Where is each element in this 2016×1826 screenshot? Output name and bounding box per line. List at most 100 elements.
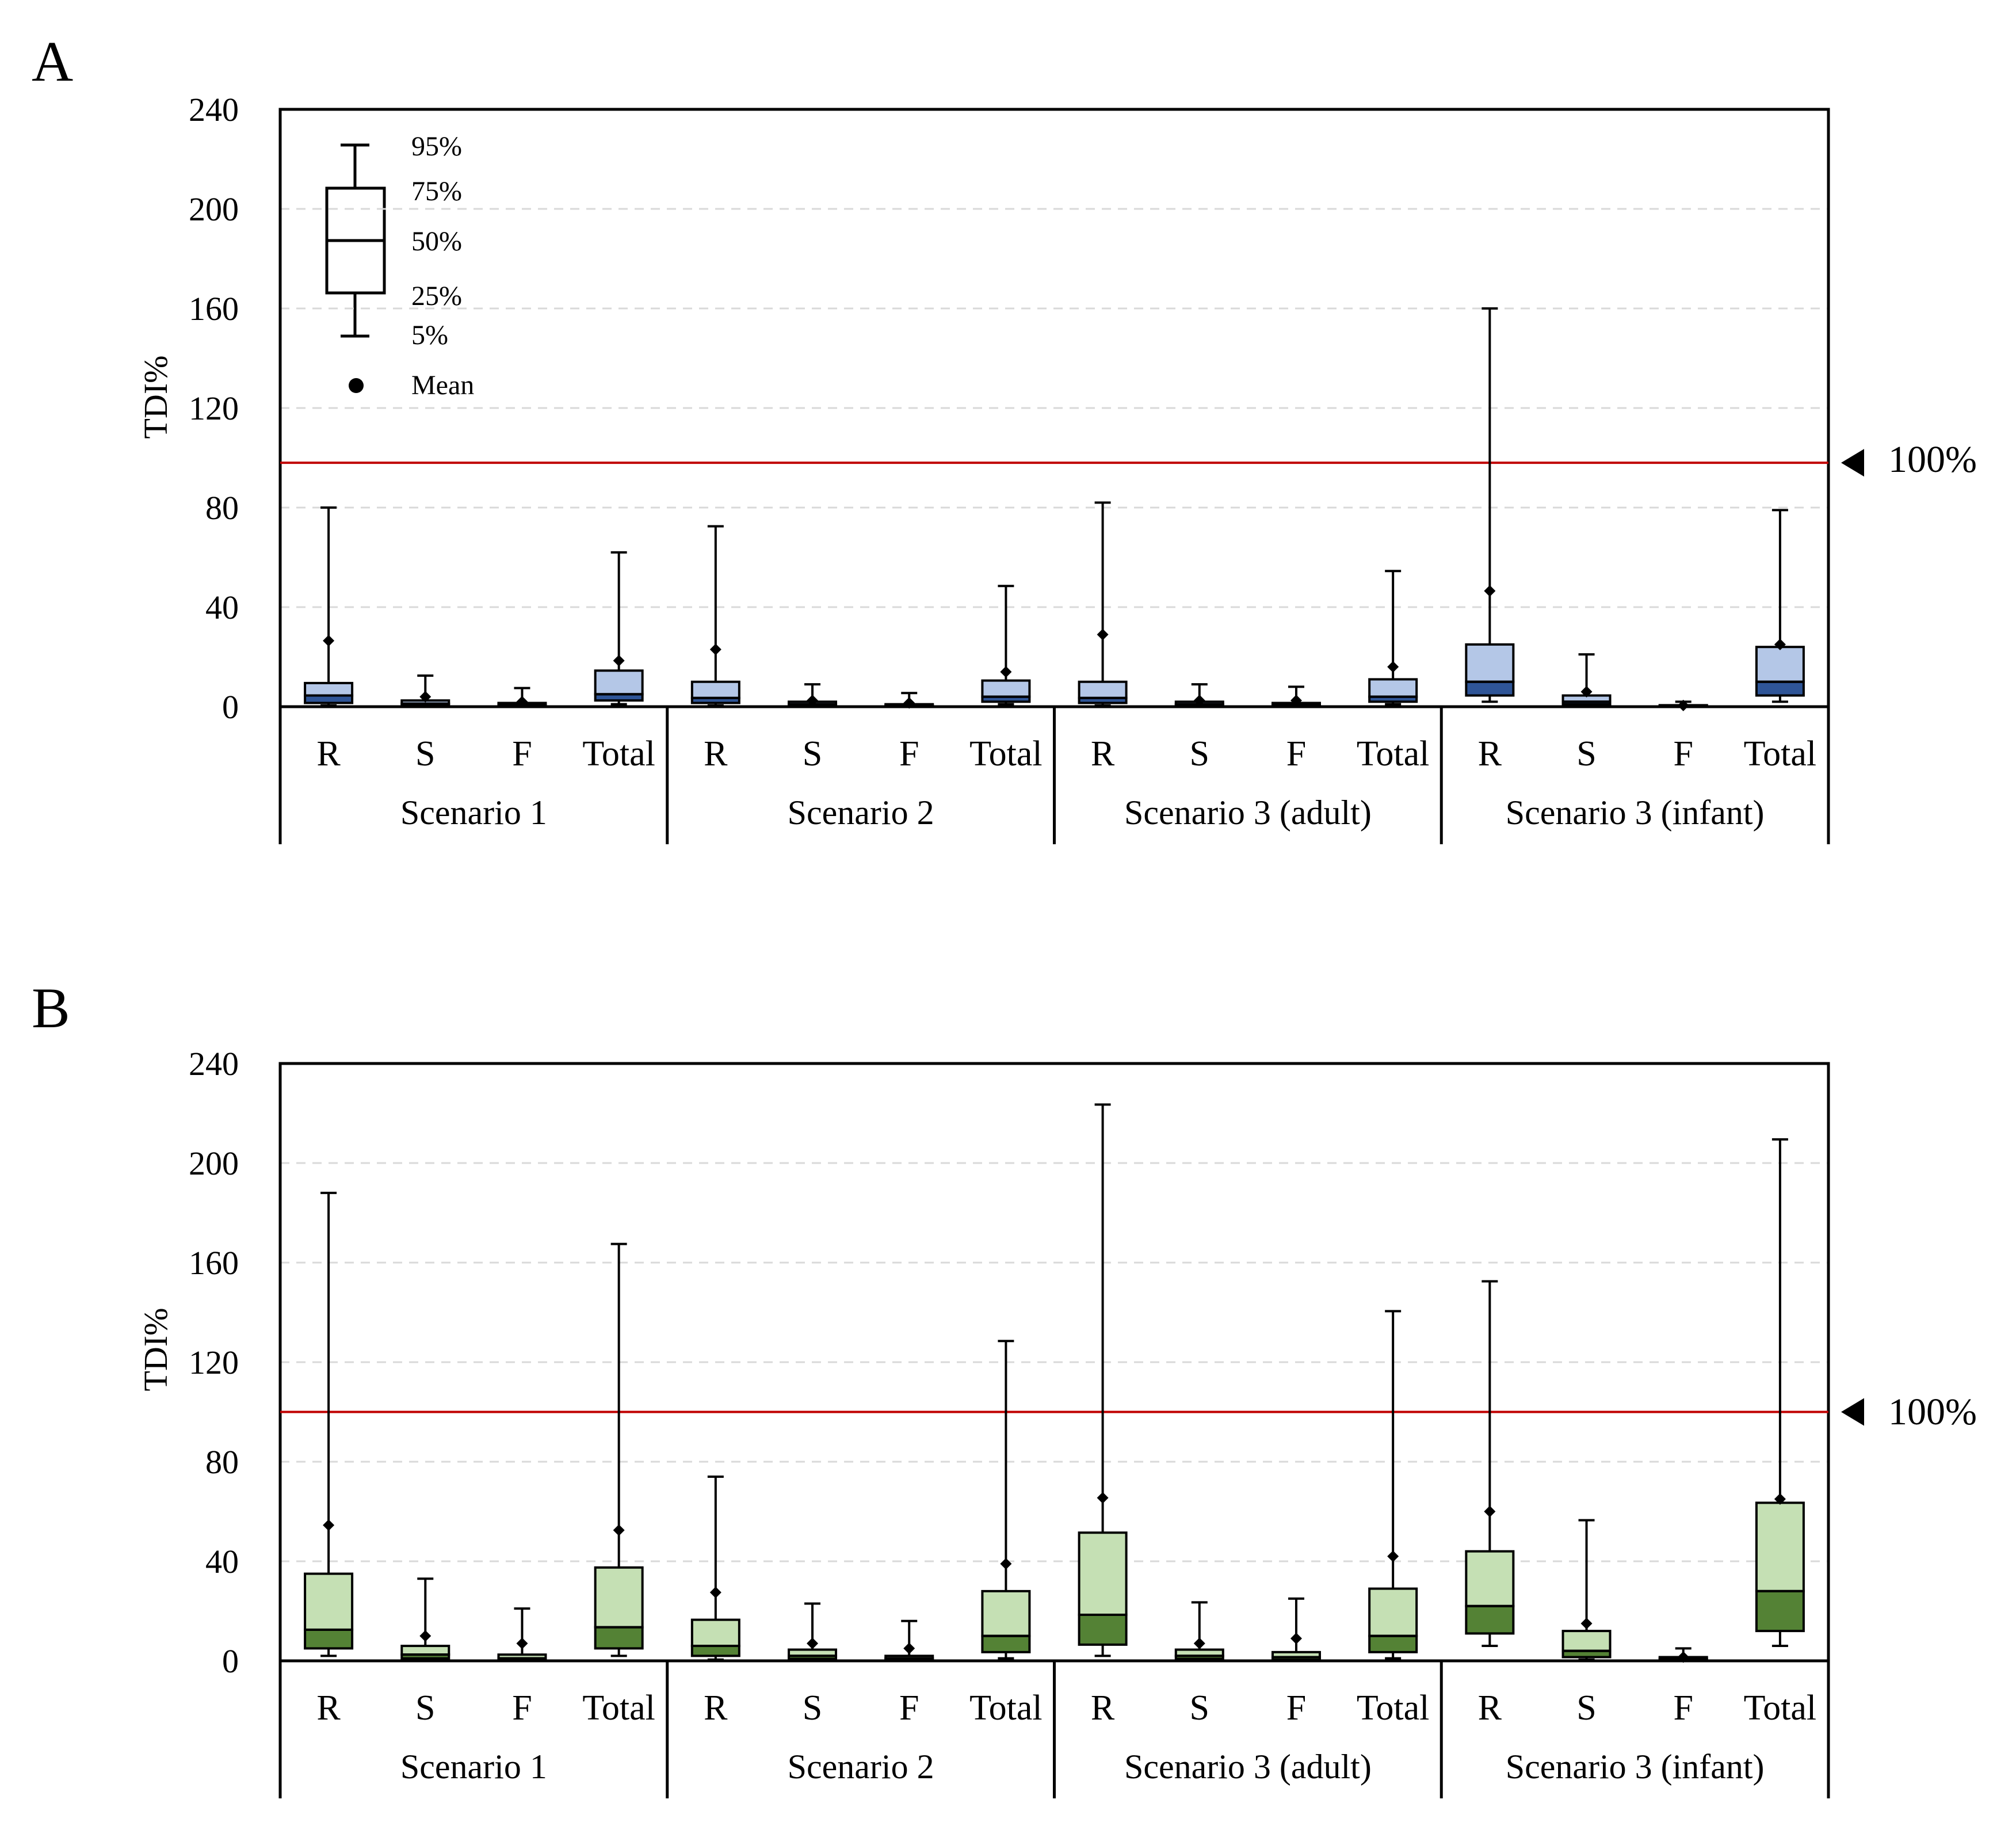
panel-a-y-tick-label: 160: [189, 290, 239, 327]
panel-b-category-label: F: [1673, 1688, 1693, 1728]
box-mean-marker: [1000, 666, 1012, 678]
panel-b-category-label: R: [704, 1688, 728, 1728]
legend-label-25: 25%: [411, 281, 462, 311]
panel-a-category-label: R: [316, 734, 341, 773]
box-mean-marker: [1097, 1492, 1109, 1504]
panel-a-y-tick-label: 240: [189, 91, 239, 128]
panel-a-group-label: Scenario 3 (adult): [1124, 794, 1372, 832]
panel-a-category-label: F: [512, 734, 532, 773]
panel-a-box-scenario-1-s: [400, 674, 450, 708]
panel-a-group-label: Scenario 2: [788, 794, 934, 832]
panel-b-category-label: S: [1576, 1688, 1596, 1728]
legend-mean-marker: [349, 378, 364, 393]
box-mean-marker: [1000, 1558, 1012, 1570]
panel-b: B TDI% 100% 0 40 80 120 160 200 240 R S F Total Sce…: [32, 976, 1977, 1798]
panel-b-y-tick-label: 40: [205, 1543, 239, 1580]
panel-b-box-scenario-1-total: [594, 1242, 644, 1657]
panel-b-y-tick-label: 80: [205, 1443, 239, 1481]
panel-b-y-tick-label: 200: [189, 1145, 239, 1182]
panel-a-category-label: S: [1190, 734, 1209, 773]
panel-b-y-tick-label: 160: [189, 1244, 239, 1282]
legend-label-95: 95%: [411, 131, 462, 162]
panel-a-category-label: Total: [1357, 734, 1430, 773]
panel-b-group-label: Scenario 3 (adult): [1124, 1748, 1372, 1786]
panel-b-box-scenario-2-total: [981, 1340, 1031, 1660]
panel-a-category-label: S: [803, 734, 822, 773]
panel-b-category-label: Total: [582, 1688, 655, 1728]
panel-b-box-scenario-3-adult-s: [1174, 1601, 1224, 1662]
box-lower-half: [1465, 1604, 1515, 1635]
panel-a-box-scenario-3-infant-f: [1658, 699, 1708, 711]
box-mean-marker: [807, 1637, 819, 1649]
panel-b-box-scenario-3-adult-r: [1078, 1103, 1128, 1657]
box-upper-half: [1368, 1587, 1418, 1637]
box-mean-marker: [709, 643, 721, 655]
box-mean-marker: [903, 697, 915, 709]
panel-a-box-scenario-3-adult-r: [1078, 501, 1128, 707]
panel-a-y-axis-title: TDI%: [137, 356, 174, 439]
panel-b-label: B: [32, 976, 70, 1040]
panel-b-box-scenario-3-infant-total: [1755, 1138, 1805, 1648]
box-mean-marker: [613, 1524, 625, 1536]
panel-b-group-label: Scenario 1: [400, 1748, 547, 1786]
panel-b-box-scenario-1-r: [304, 1191, 354, 1657]
panel-a-category-label: R: [1478, 734, 1502, 773]
box-mean-marker: [1580, 1618, 1593, 1630]
panel-b-y-axis-title: TDI%: [137, 1308, 174, 1392]
box-lower-half: [594, 1626, 644, 1650]
box-upper-half: [1078, 1531, 1128, 1616]
panel-a-box-scenario-1-f: [497, 687, 547, 708]
box-mean-marker: [1677, 1651, 1689, 1663]
panel-b-category-label: Total: [1744, 1688, 1817, 1728]
box-mean-marker: [613, 654, 625, 666]
panel-a-category-label: R: [1091, 734, 1115, 773]
panel-b-category-label: Total: [969, 1688, 1043, 1728]
box-mean-marker: [1774, 638, 1786, 650]
panel-a-reference-arrow-icon: [1841, 449, 1864, 477]
panel-a-box-scenario-1-total: [594, 551, 644, 706]
panel-b-category-label: Total: [1357, 1688, 1430, 1728]
box-mean-marker: [903, 1642, 915, 1655]
panel-b-category-label: R: [1091, 1688, 1115, 1728]
box-upper-half: [304, 681, 354, 697]
legend-label-50: 50%: [411, 226, 462, 257]
box-mean-marker: [323, 1519, 335, 1531]
box-upper-half: [1465, 1550, 1515, 1607]
panel-a-label: A: [32, 29, 73, 93]
box-upper-half: [1465, 643, 1515, 683]
box-mean-marker: [1193, 1637, 1205, 1649]
box-upper-half: [1368, 678, 1418, 698]
box-lower-half: [690, 1645, 740, 1657]
panel-b-category-label: R: [316, 1688, 341, 1728]
box-upper-half: [1078, 680, 1128, 699]
panel-a-category-label: F: [1673, 734, 1693, 773]
panel-a-box-scenario-2-f: [884, 692, 934, 709]
panel-a-category-label: F: [899, 734, 919, 773]
panel-b-category-label: S: [1190, 1688, 1209, 1728]
panel-b-reference-arrow-icon: [1841, 1398, 1864, 1426]
panel-b-box-scenario-1-f: [497, 1607, 547, 1662]
box-upper-half: [981, 1589, 1031, 1637]
box-mean-marker: [419, 1630, 432, 1642]
panel-b-y-tick-label: 120: [189, 1344, 239, 1381]
panel-a-group-label: Scenario 3 (infant): [1506, 794, 1765, 832]
box-upper-half: [594, 669, 644, 696]
panel-a-category-label: Total: [969, 734, 1043, 773]
panel-a-category-label: F: [1286, 734, 1306, 773]
legend-label-mean: Mean: [411, 370, 474, 401]
box-mean-marker: [323, 635, 335, 647]
panel-b-box-scenario-2-r: [690, 1475, 740, 1661]
panel-a-box-scenario-3-adult-total: [1368, 570, 1418, 706]
box-legend: 95% 75% 50% 25% 5% Mean: [325, 131, 474, 401]
panel-a-y-tick-label: 40: [205, 589, 239, 626]
panel-a-box-scenario-3-infant-s: [1561, 653, 1612, 707]
box-lower-half: [1465, 680, 1515, 697]
box-lower-half: [1368, 1634, 1418, 1653]
box-mean-marker: [516, 696, 528, 708]
box-mean-marker: [1484, 1505, 1496, 1518]
panel-a-box-scenario-3-adult-f: [1271, 685, 1321, 708]
box-lower-half: [1755, 680, 1805, 697]
panel-a-category-label: Total: [582, 734, 655, 773]
box-lower-half: [304, 1628, 354, 1650]
